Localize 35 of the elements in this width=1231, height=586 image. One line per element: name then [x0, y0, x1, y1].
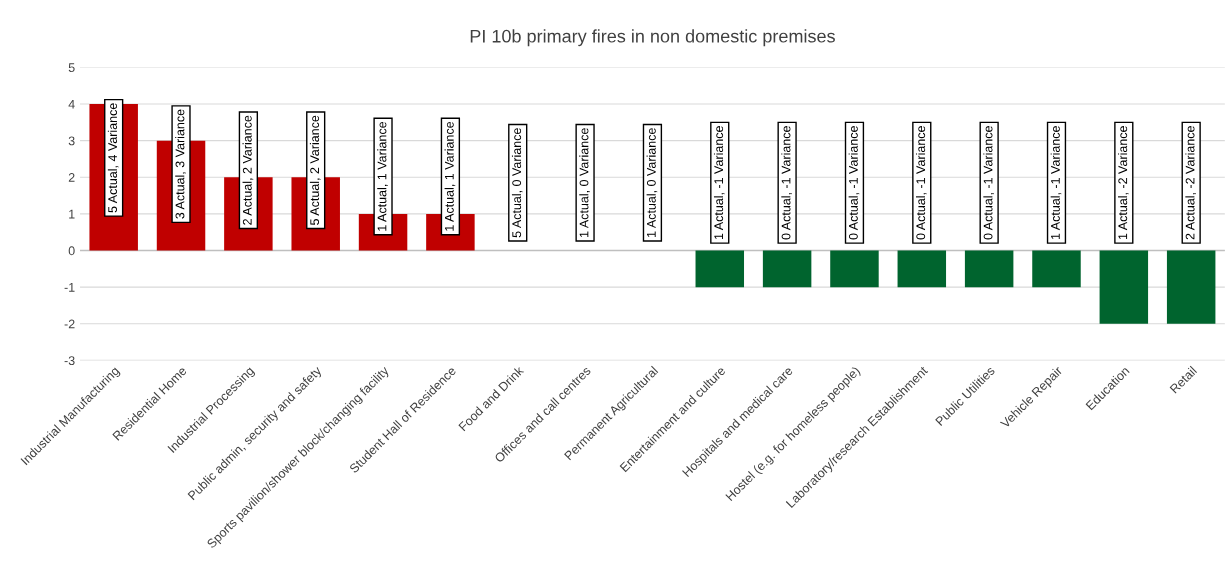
bar — [1099, 250, 1149, 324]
data-label: 0 Actual, -1 Variance — [915, 126, 927, 240]
y-tick-label: 1 — [69, 209, 75, 219]
data-label: 1 Actual, -1 Variance — [1050, 126, 1062, 240]
bar — [830, 250, 879, 288]
data-label: 5 Actual, 2 Variance — [309, 115, 321, 225]
y-tick-label: 0 — [68, 246, 75, 256]
bar — [1166, 250, 1216, 324]
bar — [897, 250, 947, 288]
bar — [1032, 250, 1081, 288]
data-label: 5 Actual, 4 Variance — [107, 103, 119, 213]
y-tick-label: 2 — [68, 173, 75, 182]
data-label: 1 Actual, -1 Variance — [713, 126, 725, 240]
y-tick-label: 5 — [68, 63, 75, 73]
y-tick-label: -3 — [64, 356, 75, 366]
data-label: 1 Actual, 1 Variance — [377, 121, 388, 231]
y-tick-label: -1 — [64, 283, 75, 292]
data-label: 1 Actual, -2 Variance — [1118, 126, 1129, 240]
y-tick-label: -2 — [64, 319, 75, 329]
data-label: 0 Actual, -1 Variance — [983, 126, 994, 240]
data-label: 1 Actual, 1 Variance — [444, 121, 456, 231]
bar — [964, 250, 1014, 288]
y-tick-label: 4 — [68, 99, 75, 109]
data-label: 0 Actual, -1 Variance — [848, 126, 860, 240]
data-label: 2 Actual, 2 Variance — [242, 115, 254, 225]
data-label: 3 Actual, 3 Variance — [175, 109, 186, 219]
chart-title: PI 10b primary fires in non domestic premises — [470, 29, 835, 47]
data-label: 5 Actual, 0 Variance — [511, 128, 523, 238]
data-label: 0 Actual, -1 Variance — [781, 126, 792, 240]
data-label: 1 Actual, 0 Variance — [579, 128, 590, 237]
y-tick-label: 3 — [68, 136, 75, 146]
data-label: 2 Actual, -2 Variance — [1185, 126, 1197, 240]
bar — [762, 250, 812, 288]
bar — [695, 250, 745, 288]
data-label: 1 Actual, 0 Variance — [646, 128, 658, 237]
